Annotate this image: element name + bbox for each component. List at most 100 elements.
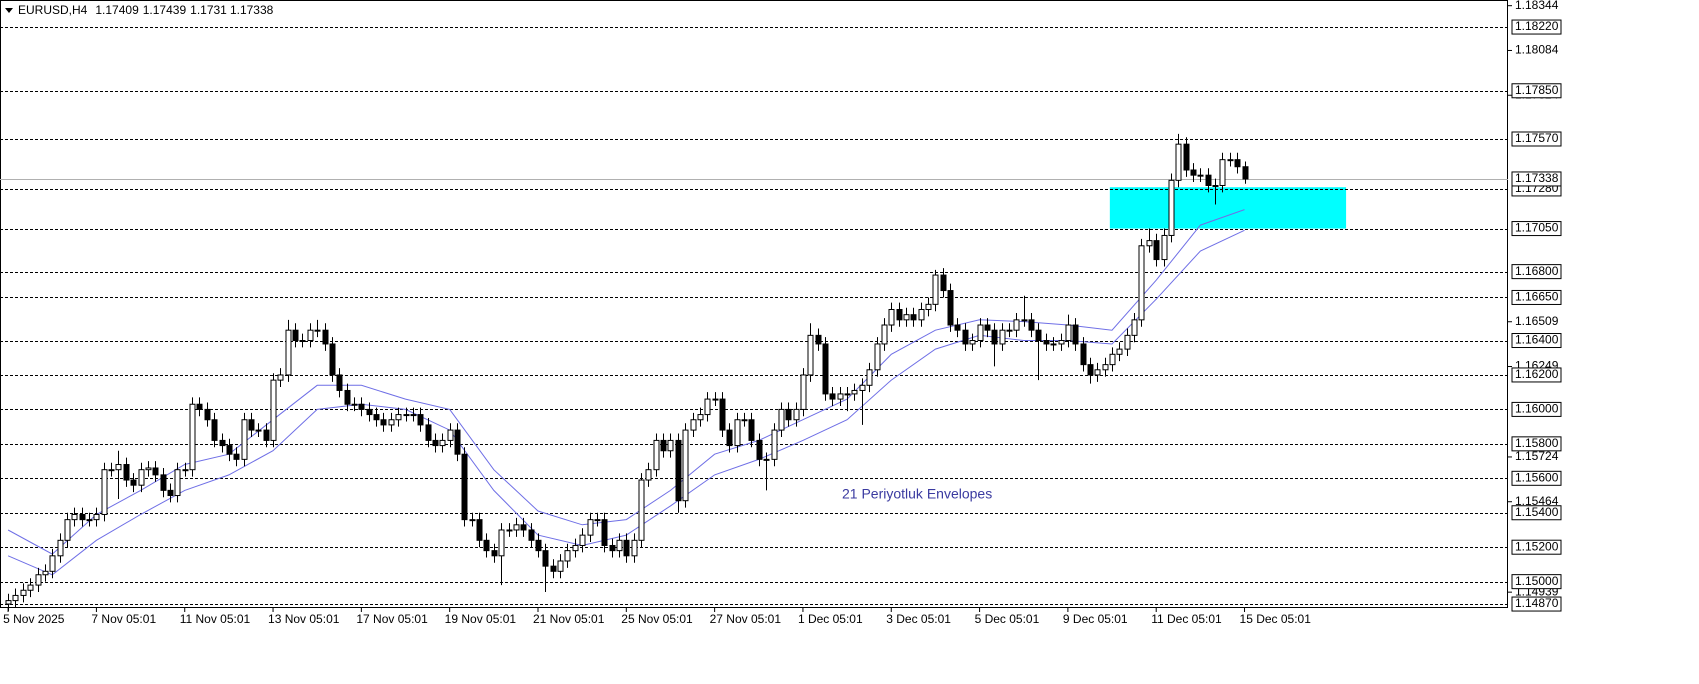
- candle-body: [638, 479, 645, 541]
- candle-body: [800, 374, 807, 410]
- candle-body: [1072, 324, 1079, 345]
- candle-body: [491, 550, 498, 557]
- candle-body: [542, 550, 549, 567]
- candle-body: [520, 524, 527, 531]
- candle-body: [204, 408, 211, 421]
- candle-body: [771, 429, 778, 460]
- candle-body: [682, 429, 689, 502]
- candle-body: [1227, 159, 1234, 162]
- level-label-box: [1511, 289, 1562, 305]
- candle-body: [152, 467, 159, 476]
- candle-body: [940, 274, 947, 292]
- x-tick-label: 7 Nov 05:01: [91, 612, 156, 626]
- candle-body: [667, 439, 674, 452]
- level-label-box: [1511, 401, 1562, 417]
- candle-body: [64, 519, 71, 541]
- candle-body: [623, 539, 630, 557]
- x-tick-label: 11 Nov 05:01: [180, 612, 251, 626]
- candle-body: [793, 408, 800, 421]
- y-tick-label: 1.18344: [1515, 0, 1559, 12]
- candle-body: [1094, 369, 1101, 376]
- candle-body: [1205, 174, 1212, 187]
- candle-body: [35, 574, 42, 586]
- candle-body: [1175, 143, 1182, 181]
- level-label-box: [1511, 131, 1562, 147]
- candle-body: [196, 403, 203, 410]
- high: 1.17439: [143, 3, 187, 17]
- candle-body: [248, 419, 255, 431]
- candle-body: [977, 324, 984, 342]
- candle-body: [712, 398, 719, 401]
- level-label-box: [1511, 83, 1562, 99]
- candle-body: [1131, 319, 1138, 336]
- candle-body: [1183, 143, 1190, 171]
- current-price-label: 1.17338: [1515, 171, 1559, 185]
- candle-body: [167, 489, 174, 497]
- candle-body: [999, 329, 1006, 345]
- x-tick-label: 27 Nov 05:01: [710, 612, 782, 626]
- candle-body: [601, 519, 608, 546]
- candle-body: [410, 414, 417, 417]
- candle-body: [837, 393, 844, 400]
- candle-body: [609, 544, 616, 552]
- level-label: 1.15400: [1515, 505, 1559, 519]
- candle-body: [866, 369, 873, 386]
- candle-body: [572, 544, 579, 552]
- x-tick-label: 13 Nov 05:01: [268, 612, 340, 626]
- x-tick-label: 3 Dec 05:01: [886, 612, 951, 626]
- candle-body: [896, 309, 903, 321]
- candle-body: [815, 334, 822, 345]
- candle-body: [366, 408, 373, 416]
- x-tick-label: 9 Dec 05:01: [1063, 612, 1128, 626]
- candle-body: [734, 419, 741, 447]
- candle-body: [226, 445, 233, 455]
- level-label: 1.17050: [1515, 221, 1559, 235]
- candle-body: [888, 309, 895, 326]
- candle-body: [881, 324, 888, 345]
- x-tick-label: 5 Dec 05:01: [975, 612, 1040, 626]
- y-tick-label: 1.15724: [1515, 449, 1559, 463]
- y-tick-label: 1.15464: [1515, 494, 1559, 508]
- candle-body: [388, 419, 395, 426]
- x-tick-label: 25 Nov 05:01: [621, 612, 693, 626]
- candle-body: [645, 469, 652, 481]
- candle-body: [425, 424, 432, 441]
- level-label-box: [1511, 19, 1562, 35]
- header-arrow: [5, 8, 13, 13]
- symbol: EURUSD,H4: [18, 3, 88, 17]
- x-tick-label: 11 Dec 05:01: [1151, 612, 1222, 626]
- candle-body: [807, 334, 814, 376]
- candle-body: [1219, 159, 1226, 187]
- candle-body: [513, 524, 520, 531]
- candle-body: [918, 309, 925, 321]
- candle-body: [874, 343, 881, 371]
- x-tick-label: 19 Nov 05:01: [445, 612, 517, 626]
- candle-body: [1242, 166, 1249, 180]
- candle-body: [564, 550, 571, 562]
- candle-body: [594, 519, 601, 522]
- candle-body: [690, 419, 697, 431]
- level-label: 1.16800: [1515, 264, 1559, 278]
- candle-body: [925, 303, 932, 311]
- candle-body: [1050, 343, 1057, 346]
- level-label-box: [1511, 470, 1562, 486]
- envelope-upper: [7, 209, 1245, 555]
- candle-body: [130, 479, 137, 486]
- level-label: 1.16200: [1515, 367, 1559, 381]
- candle-body: [616, 539, 623, 552]
- candle-body: [160, 474, 167, 491]
- candle-body: [174, 469, 181, 497]
- candle-body: [859, 384, 866, 391]
- candle-body: [726, 429, 733, 447]
- candle-body: [1168, 179, 1175, 236]
- candle-body: [579, 534, 586, 546]
- candle-body: [506, 529, 513, 532]
- candle-body: [57, 539, 64, 557]
- candle-body: [20, 589, 27, 596]
- candle-body: [71, 513, 78, 521]
- candle-body: [329, 343, 336, 376]
- candle-body: [380, 419, 387, 426]
- candle-body: [778, 408, 785, 431]
- level-label-box: [1511, 333, 1562, 349]
